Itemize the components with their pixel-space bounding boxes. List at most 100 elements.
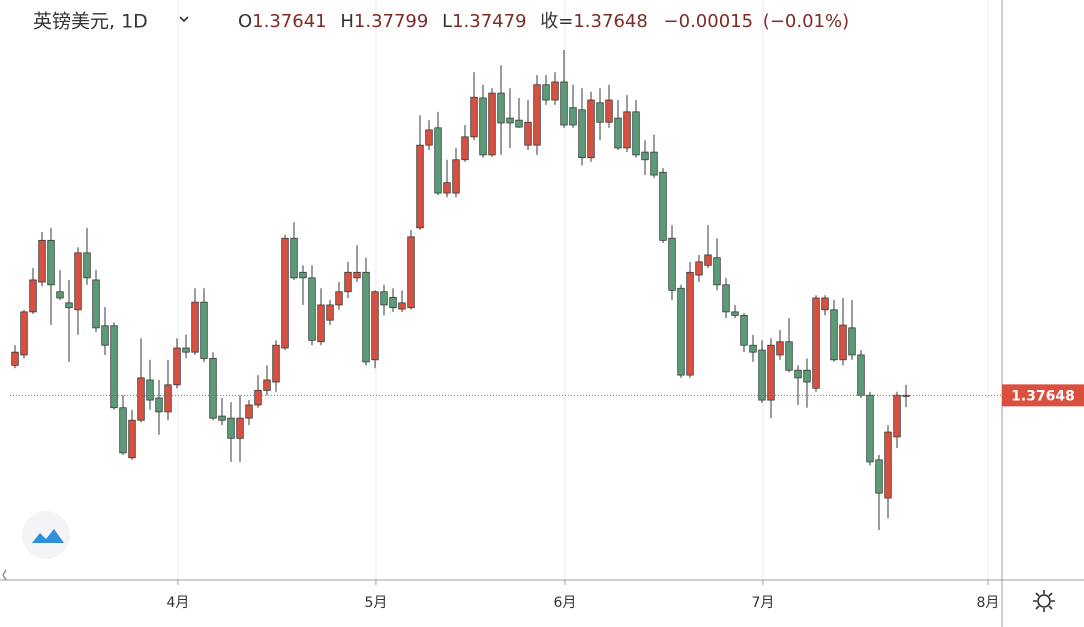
- candle-body: [263, 379, 271, 391]
- logo[interactable]: [22, 511, 70, 559]
- candle-body: [218, 415, 226, 421]
- candle-body: [875, 459, 883, 494]
- candle-body: [38, 239, 46, 283]
- candle-body: [551, 81, 559, 101]
- candle-body: [632, 111, 640, 156]
- candle-body: [686, 271, 694, 376]
- candle-body: [623, 111, 631, 149]
- candle-body: [92, 279, 100, 329]
- candle-body: [668, 237, 676, 291]
- candle-body: [659, 171, 667, 241]
- candle-body: [830, 309, 838, 361]
- candle-body: [11, 351, 19, 366]
- candle-body: [362, 271, 370, 363]
- candle-body: [677, 287, 685, 376]
- candle-body: [236, 417, 244, 439]
- last-price-label: 1.37648: [1011, 388, 1075, 404]
- candle-body: [524, 121, 532, 146]
- x-tick-label: 4月: [166, 595, 189, 611]
- candle-body: [560, 81, 568, 126]
- last-price-box: [1002, 384, 1084, 407]
- candle-body: [452, 159, 460, 194]
- settings-icon[interactable]: [1033, 590, 1055, 612]
- candle-body: [20, 311, 28, 356]
- candle-body: [902, 394, 910, 397]
- candle-body: [272, 344, 280, 383]
- candle-body: [731, 311, 739, 316]
- ohlc: O1.37641 H1.37799 L1.37479 收=1.37648 −0.…: [238, 11, 849, 32]
- candle-body: [101, 325, 109, 346]
- symbol[interactable]: 英镑美元, 1D: [33, 11, 148, 33]
- candle-body: [191, 301, 199, 353]
- candle-body: [884, 431, 892, 499]
- candle-body: [776, 341, 784, 356]
- candle-body: [83, 252, 91, 279]
- x-tick-label: 6月: [553, 595, 576, 611]
- change-pct: (−0.01%): [763, 11, 849, 32]
- candle-body: [425, 129, 433, 146]
- candle-body: [542, 84, 550, 101]
- candle-body: [821, 297, 829, 311]
- candle-body: [47, 239, 55, 286]
- candle-body: [245, 404, 253, 419]
- open-value: 1.37641: [252, 11, 326, 32]
- candle-body: [173, 347, 181, 386]
- candle-body: [695, 261, 703, 276]
- candle-body: [740, 314, 748, 346]
- candle-body: [371, 291, 379, 361]
- candle-body: [533, 84, 541, 146]
- candle-body: [137, 377, 145, 421]
- candle-body: [416, 144, 424, 229]
- candle-body: [515, 119, 523, 128]
- x-tick-label: 5月: [364, 595, 387, 611]
- candle-body: [119, 407, 127, 454]
- open-label: O: [238, 11, 252, 32]
- candle-body: [596, 102, 604, 123]
- candle-body: [614, 117, 622, 149]
- candle-body: [722, 284, 730, 313]
- candle-body: [335, 291, 343, 306]
- candle-body: [317, 304, 325, 343]
- candle-body: [389, 296, 397, 309]
- candle-body: [713, 257, 721, 286]
- close-label: 收=: [540, 11, 573, 32]
- candle-body: [794, 369, 802, 379]
- candle-body: [785, 341, 793, 371]
- candle-body: [434, 127, 442, 194]
- x-tick-label: 8月: [976, 595, 999, 611]
- candle-body: [857, 354, 865, 396]
- candle-body: [479, 97, 487, 156]
- candle-body: [578, 109, 586, 159]
- candle-body: [308, 277, 316, 341]
- candle-body: [848, 327, 856, 356]
- candle-body: [866, 394, 874, 463]
- candle-body: [803, 369, 811, 383]
- candle-body: [290, 237, 298, 279]
- x-tick-label: 7月: [751, 595, 774, 611]
- low-value: 1.37479: [452, 11, 526, 32]
- candle-body: [380, 291, 388, 306]
- candle-body: [326, 304, 334, 321]
- high-label: H: [340, 11, 354, 32]
- candle-body: [587, 99, 595, 159]
- candle-body: [200, 301, 208, 359]
- candle-body: [65, 302, 73, 309]
- candle-body: [506, 117, 514, 124]
- candle-body: [470, 96, 478, 138]
- candle-body: [641, 151, 649, 161]
- candle-body: [29, 279, 37, 313]
- candle-body: [299, 271, 307, 279]
- candle-body: [497, 92, 505, 124]
- candle-body: [74, 252, 82, 311]
- dropdown-icon[interactable]: [179, 16, 189, 23]
- candle-body: [488, 92, 496, 156]
- candle-body: [839, 324, 847, 361]
- candle-body: [812, 297, 820, 389]
- candle-body: [254, 389, 262, 406]
- candle-body: [893, 394, 901, 438]
- scroll-left[interactable]: [2, 569, 7, 581]
- candle-body: [650, 151, 658, 176]
- candle-body: [704, 254, 712, 266]
- candles: [11, 50, 910, 530]
